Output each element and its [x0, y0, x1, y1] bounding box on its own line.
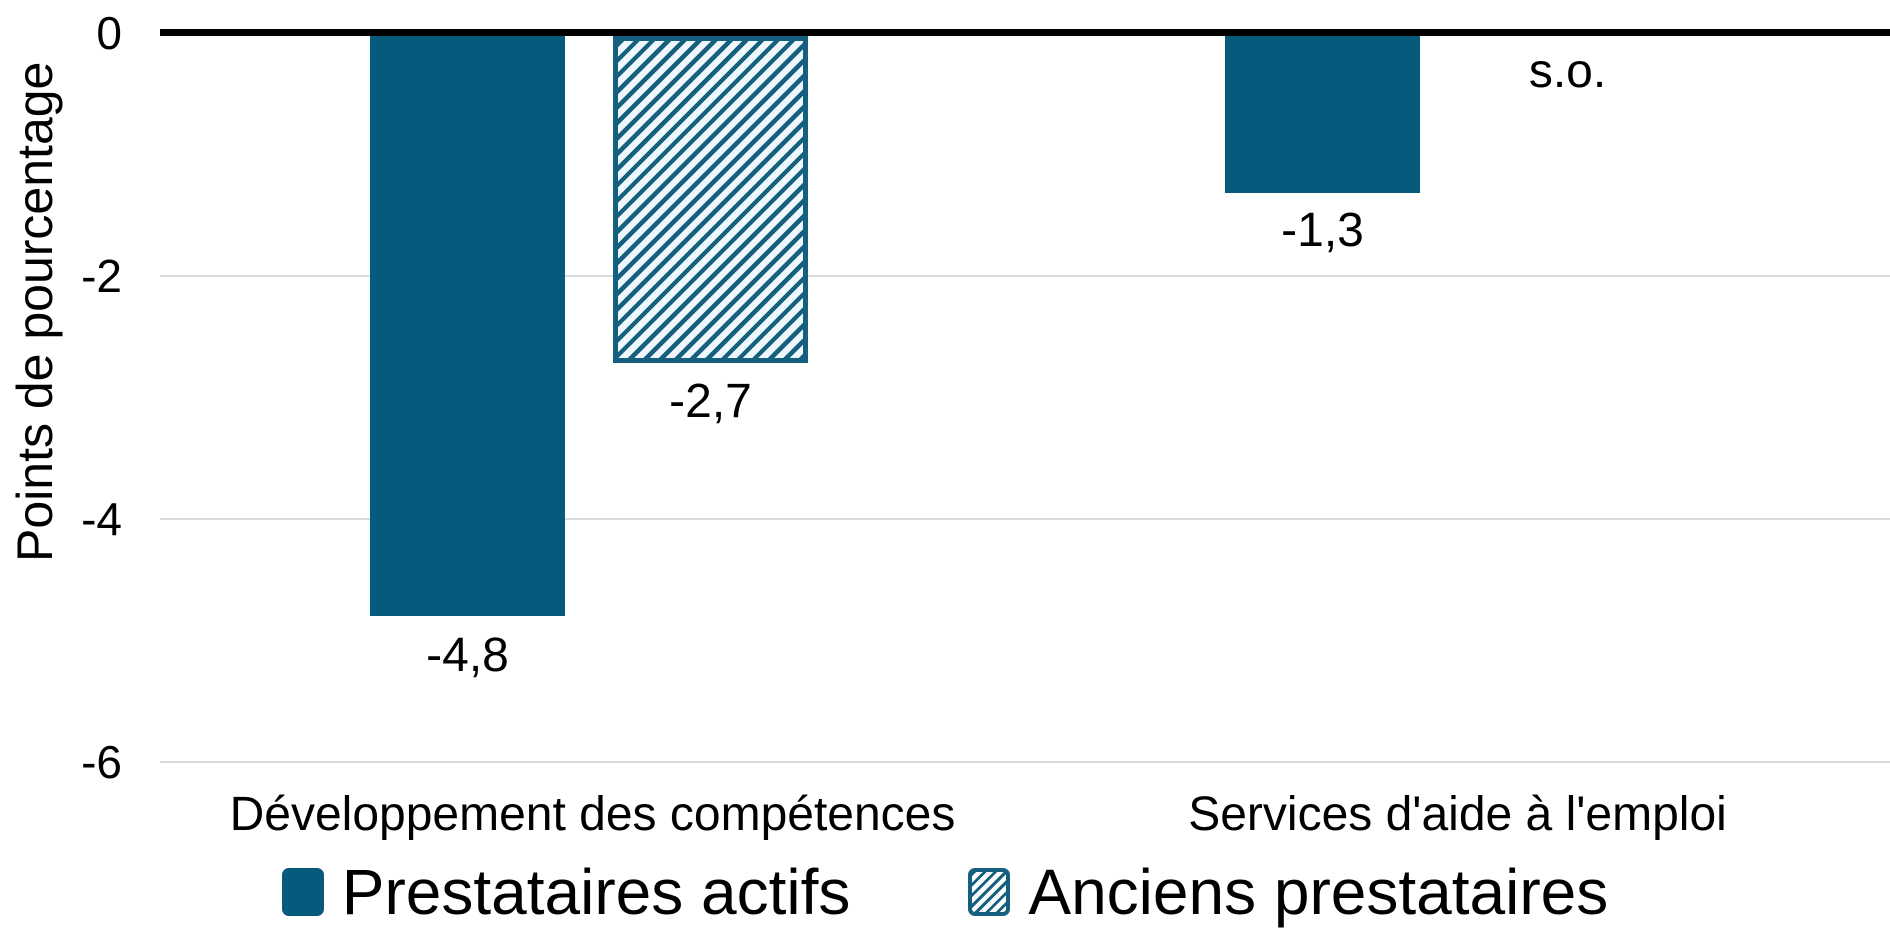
gridline-minus-6 — [160, 761, 1890, 763]
y-tick-label--6: -6 — [81, 736, 122, 788]
legend-item-active-providers: Prestataires actifs — [281, 852, 851, 932]
y-tick-label--2: -2 — [81, 250, 122, 302]
y-tick-label--4: -4 — [81, 493, 122, 545]
legend-label-former-providers: Anciens prestataires — [1028, 856, 1609, 928]
bar-active-providers-skills — [370, 36, 565, 616]
legend-item-former-providers: Anciens prestataires — [968, 852, 1608, 932]
gridline-minus-4 — [160, 518, 1890, 520]
gridline-minus-2 — [160, 275, 1890, 277]
value-label-skills-former: -2,7 — [669, 375, 752, 428]
y-axis-title: Points de pourcentage — [7, 61, 63, 562]
legend-swatch-hatched-icon — [968, 868, 1011, 916]
y-tick-label-0: 0 — [96, 7, 122, 59]
bar-former-providers-skills — [613, 36, 808, 363]
value-label-employment-active: -1,3 — [1281, 204, 1364, 257]
category-label-skills-development: Développement des compétences — [229, 788, 956, 841]
bar-active-providers-employment — [1225, 36, 1420, 193]
value-label-employment-former-na: s.o. — [1528, 45, 1607, 98]
legend: Prestataires actifs Anciens prestataires — [0, 852, 1890, 932]
category-label-employment-services: Services d'aide à l'emploi — [1188, 788, 1727, 841]
legend-swatch-solid-icon — [281, 868, 324, 916]
x-axis-zero-line — [160, 29, 1890, 36]
value-label-skills-active: -4,8 — [426, 629, 509, 682]
legend-label-active-providers: Prestataires actifs — [341, 856, 851, 928]
